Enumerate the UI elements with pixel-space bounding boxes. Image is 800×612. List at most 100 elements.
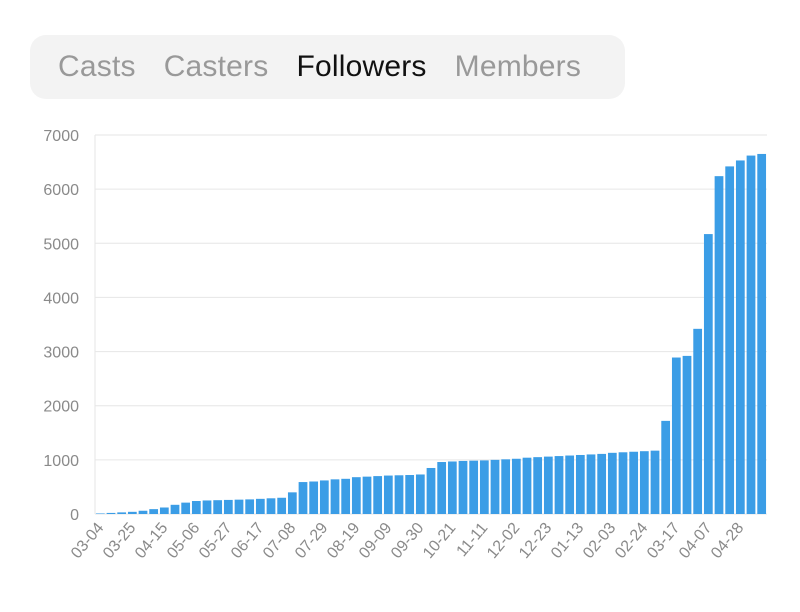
y-tick-label: 1000 [43, 453, 79, 470]
bar[interactable] [522, 457, 532, 514]
bar[interactable] [682, 355, 692, 514]
bar[interactable] [554, 456, 564, 514]
tab-members[interactable]: Members [454, 50, 582, 83]
bar[interactable] [319, 480, 329, 514]
tab-bar: Casts Casters Followers Members [30, 35, 625, 99]
bar[interactable] [373, 476, 383, 514]
x-tick-label: 04-28 [708, 520, 747, 562]
bar[interactable] [714, 176, 724, 514]
bar[interactable] [735, 160, 745, 514]
bar[interactable] [362, 476, 372, 514]
bar[interactable] [725, 166, 735, 514]
bar[interactable] [693, 328, 703, 514]
x-axis-tick-labels: 03-0403-2504-1505-0605-2706-1707-0807-29… [68, 520, 747, 562]
x-tick-label: 09-30 [388, 520, 427, 562]
bar[interactable] [746, 155, 756, 514]
y-tick-label: 3000 [43, 345, 79, 362]
bar[interactable] [351, 477, 361, 514]
x-tick-label: 01-13 [548, 520, 587, 562]
bar[interactable] [149, 509, 159, 514]
bar[interactable] [309, 481, 319, 514]
bars [95, 153, 767, 515]
y-axis-tick-labels: 0 1000 2000 3000 4000 5000 6000 7000 [43, 128, 79, 524]
x-tick-label: 03-25 [100, 520, 139, 562]
bar[interactable] [447, 461, 457, 514]
bar[interactable] [671, 357, 681, 514]
bar[interactable] [703, 234, 713, 514]
bar[interactable] [757, 153, 767, 514]
bar[interactable] [181, 502, 191, 514]
bar[interactable] [607, 452, 617, 514]
bar[interactable] [650, 450, 660, 514]
bar[interactable] [117, 512, 127, 514]
bar[interactable] [543, 456, 553, 514]
x-tick-label: 11-11 [454, 520, 492, 561]
y-tick-label: 4000 [43, 290, 79, 307]
bar[interactable] [437, 462, 447, 514]
bar[interactable] [138, 510, 148, 514]
x-tick-label: 12-23 [516, 520, 555, 562]
bar[interactable] [234, 499, 244, 514]
x-tick-label: 06-17 [228, 520, 267, 562]
bar[interactable] [341, 478, 351, 514]
bar[interactable] [170, 504, 180, 514]
bar[interactable] [394, 475, 404, 514]
y-tick-label: 2000 [43, 399, 79, 416]
bar[interactable] [661, 420, 671, 514]
x-tick-label: 12-02 [484, 520, 523, 562]
x-tick-label: 02-03 [580, 520, 619, 562]
x-tick-label: 04-07 [676, 520, 715, 562]
bar[interactable] [426, 467, 436, 514]
bar[interactable] [575, 454, 585, 514]
x-tick-label: 05-27 [196, 520, 235, 562]
bar[interactable] [586, 454, 596, 514]
grid-lines [94, 134, 767, 515]
bar[interactable] [223, 499, 233, 514]
bar[interactable] [127, 511, 137, 514]
bar[interactable] [255, 498, 265, 514]
bar[interactable] [490, 459, 500, 514]
x-tick-label: 07-29 [292, 520, 331, 562]
x-tick-label: 05-06 [164, 520, 203, 562]
bar[interactable] [266, 498, 276, 514]
bar[interactable] [458, 460, 468, 514]
bar[interactable] [479, 460, 489, 514]
bar[interactable] [383, 475, 393, 514]
x-tick-label: 03-04 [68, 520, 107, 562]
y-tick-label: 7000 [43, 128, 79, 145]
bar[interactable] [415, 474, 425, 514]
bar[interactable] [405, 475, 415, 514]
bar[interactable] [191, 501, 201, 514]
bar[interactable] [511, 458, 521, 514]
x-tick-label: 02-24 [612, 520, 651, 562]
x-tick-label: 03-17 [644, 520, 683, 562]
x-tick-label: 08-19 [324, 520, 363, 562]
tab-casts[interactable]: Casts [58, 50, 136, 83]
bar[interactable] [106, 512, 116, 514]
bar[interactable] [639, 451, 649, 514]
bar[interactable] [618, 452, 628, 514]
bar[interactable] [159, 507, 169, 515]
bar[interactable] [287, 492, 297, 514]
bar[interactable] [533, 457, 543, 514]
bar[interactable] [330, 479, 340, 514]
bar[interactable] [565, 455, 575, 514]
bar[interactable] [245, 499, 255, 514]
bar[interactable] [202, 500, 212, 514]
bar[interactable] [277, 497, 287, 514]
x-tick-label: 09-09 [356, 520, 395, 562]
y-tick-label: 5000 [43, 236, 79, 253]
bar[interactable] [95, 513, 105, 514]
bar[interactable] [597, 453, 607, 514]
tab-followers[interactable]: Followers [296, 50, 427, 83]
bar[interactable] [629, 451, 639, 514]
bar[interactable] [501, 459, 511, 514]
y-tick-label: 6000 [43, 182, 79, 199]
bar[interactable] [469, 460, 479, 514]
bar[interactable] [298, 482, 308, 514]
tab-casters[interactable]: Casters [163, 50, 269, 83]
x-tick-label: 04-15 [132, 520, 171, 562]
bar[interactable] [213, 500, 223, 514]
x-tick-label: 07-08 [260, 520, 299, 562]
